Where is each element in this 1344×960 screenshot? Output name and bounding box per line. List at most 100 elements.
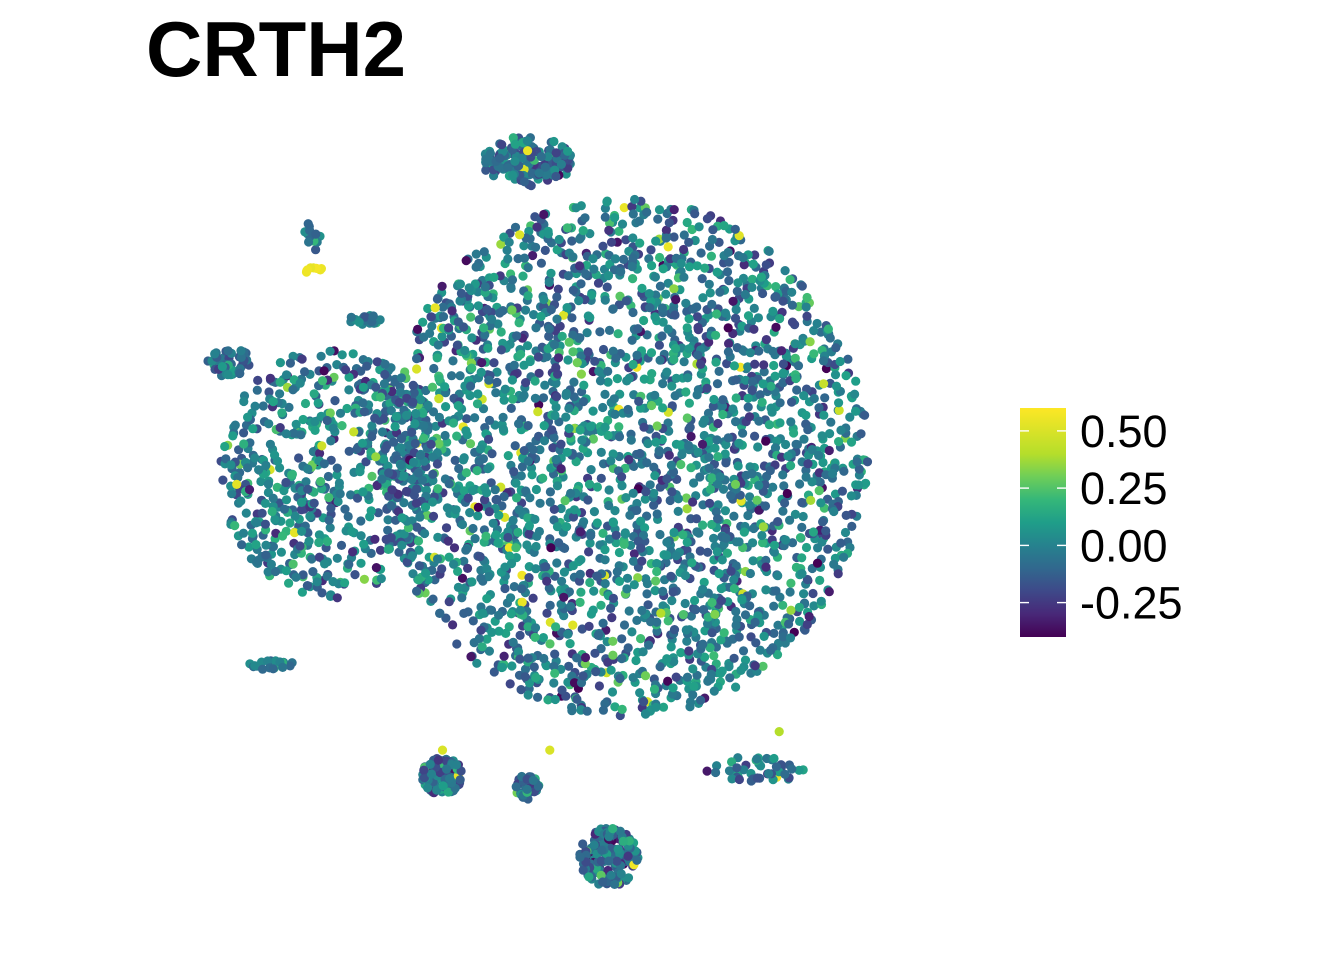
main-cluster-point <box>729 653 739 663</box>
left-cluster-point <box>347 527 357 537</box>
left-cluster-point <box>281 566 291 576</box>
main-cluster-point <box>825 333 835 343</box>
left-cluster-point <box>287 470 297 480</box>
main-cluster-point <box>507 375 517 385</box>
main-cluster-point <box>498 424 508 434</box>
main-cluster-point <box>377 427 388 437</box>
left-cluster-point <box>298 570 308 580</box>
main-cluster-point <box>829 506 839 517</box>
main-cluster-point <box>514 318 524 328</box>
main-cluster-point <box>535 445 545 455</box>
main-cluster-point <box>595 376 606 386</box>
main-cluster-point <box>733 461 743 471</box>
main-cluster-point <box>480 330 490 340</box>
main-cluster-point <box>778 470 788 480</box>
left-cluster-point <box>261 460 271 470</box>
main-cluster-point <box>662 367 672 377</box>
left-cluster-point <box>264 419 274 429</box>
main-cluster-point <box>514 505 524 515</box>
main-cluster-point <box>639 422 649 432</box>
main-cluster-point <box>438 312 449 322</box>
top-small-cluster-point <box>526 168 536 178</box>
main-cluster-point <box>600 212 610 222</box>
main-cluster-point <box>644 289 654 299</box>
top-small-cluster-point <box>540 162 550 172</box>
main-cluster-point <box>440 382 450 392</box>
main-cluster-point <box>412 354 422 364</box>
main-cluster-point <box>662 654 672 664</box>
main-cluster-point <box>705 288 715 298</box>
main-cluster-point <box>432 294 442 304</box>
left-cluster-point <box>243 463 253 473</box>
bottom-small-a-point <box>443 787 453 797</box>
main-cluster-point <box>705 498 715 508</box>
left-cluster-point <box>275 377 285 387</box>
left-cluster-point <box>419 433 429 443</box>
main-cluster-point <box>707 519 717 530</box>
left-cluster-point <box>295 378 305 388</box>
left-cluster-point <box>230 420 240 430</box>
main-cluster-point <box>753 442 763 452</box>
main-cluster-point <box>544 324 554 334</box>
main-cluster-point <box>472 466 482 476</box>
main-cluster-point <box>623 404 633 415</box>
bottom-small-a-point <box>419 773 429 783</box>
main-cluster-point <box>459 608 469 619</box>
main-cluster-point <box>833 569 843 579</box>
main-cluster-point <box>455 279 465 289</box>
left-cluster-point <box>281 477 291 488</box>
main-cluster-point <box>538 393 549 403</box>
main-cluster-point <box>494 510 504 520</box>
main-cluster-point <box>564 403 574 413</box>
main-cluster-point <box>539 653 549 664</box>
main-cluster-point <box>655 252 665 263</box>
main-cluster-point <box>552 481 563 491</box>
upper-left-strand-point <box>303 219 313 229</box>
main-cluster-point <box>596 447 606 457</box>
main-cluster-point <box>628 488 638 498</box>
main-cluster-point <box>529 310 539 320</box>
bottom-cluster-point <box>584 872 594 882</box>
main-cluster-point <box>657 331 667 341</box>
left-cluster-point <box>396 387 406 397</box>
main-cluster-point <box>602 282 612 292</box>
main-cluster-point <box>473 301 483 311</box>
main-cluster-point <box>520 672 530 682</box>
main-cluster-point <box>443 536 453 546</box>
left-cluster-point <box>239 428 249 438</box>
top-small-cluster-point <box>556 159 567 169</box>
main-cluster-point <box>509 360 519 370</box>
bottom-cluster-point <box>623 873 634 883</box>
left-cluster-point <box>358 382 368 392</box>
main-cluster-point <box>641 487 651 497</box>
main-cluster-point <box>669 284 679 294</box>
main-cluster-point <box>562 223 572 233</box>
bottom-small-a-point <box>423 783 433 793</box>
main-cluster-point <box>628 359 638 370</box>
main-cluster-point <box>545 600 555 611</box>
main-cluster-point <box>608 518 619 528</box>
left-cluster-point <box>310 417 320 427</box>
main-cluster-point <box>531 323 541 333</box>
main-cluster-point <box>787 317 798 327</box>
main-cluster-point <box>460 345 470 356</box>
main-cluster-point <box>503 254 513 264</box>
left-cluster-point <box>344 446 354 456</box>
main-cluster-point <box>517 462 528 472</box>
main-cluster-point <box>513 647 524 657</box>
bottom-cluster-point <box>578 865 588 875</box>
main-cluster-point <box>714 569 724 579</box>
main-cluster-point <box>785 587 795 597</box>
main-cluster-point <box>523 622 533 632</box>
main-cluster-point <box>726 566 736 576</box>
left-cluster-point <box>410 438 420 449</box>
main-cluster-point <box>791 373 801 384</box>
main-cluster-point <box>612 374 623 384</box>
main-cluster-point <box>801 472 811 482</box>
main-cluster-point <box>533 692 543 702</box>
top-small-cluster-point <box>517 153 527 163</box>
main-cluster-point <box>540 245 550 255</box>
main-cluster-point <box>761 260 771 270</box>
main-cluster-point <box>681 625 691 635</box>
main-cluster-point <box>576 555 586 565</box>
